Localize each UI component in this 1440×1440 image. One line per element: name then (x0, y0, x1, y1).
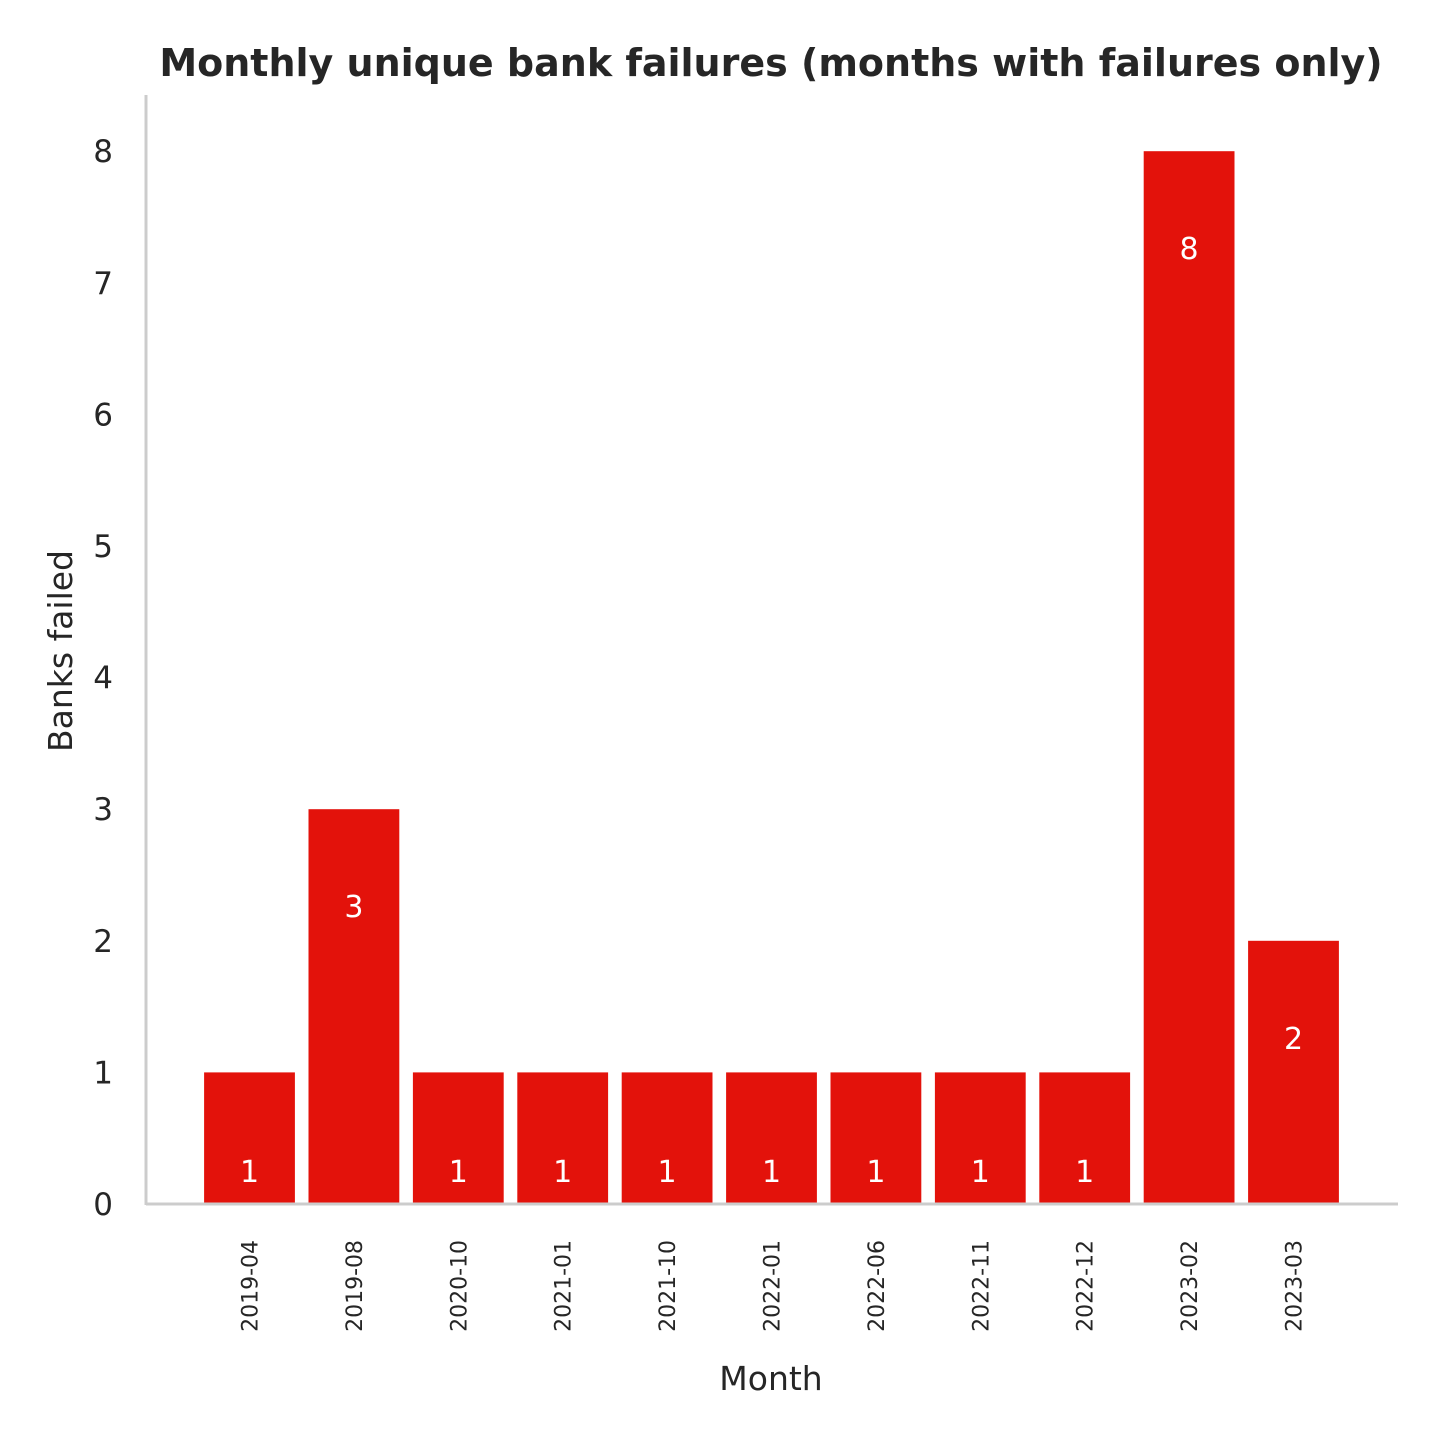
x-tick-label-2019-04: 2019-04 (239, 1240, 264, 1332)
bar-2022-12 (1039, 1072, 1131, 1204)
bar-2019-04 (204, 1072, 295, 1204)
bars-layer (204, 151, 1339, 1205)
bar-value-label-2022-11: 1 (971, 1155, 990, 1190)
bar-2022-01 (726, 1072, 817, 1204)
y-axis-ticks: 0 1 2 3 4 5 6 7 8 (93, 134, 113, 1223)
x-tick-label-2023-02: 2023-02 (1178, 1240, 1203, 1332)
y-tick-label-6: 6 (93, 397, 113, 433)
bar-2021-01 (517, 1072, 609, 1204)
y-tick-label-4: 4 (93, 661, 113, 697)
x-axis-ticks: 2019-04 2019-08 2020-10 2021-01 2021-10 2022-… (239, 1240, 1308, 1332)
x-tick-label-2022-12: 2022-12 (1074, 1240, 1099, 1332)
x-tick-label-2020-10: 2020-10 (447, 1240, 472, 1332)
y-tick-label-2: 2 (93, 924, 113, 960)
y-tick-label-1: 1 (93, 1055, 113, 1091)
x-tick-label-2022-11: 2022-11 (969, 1240, 994, 1332)
x-tick-label-2023-03: 2023-03 (1283, 1240, 1308, 1332)
x-tick-label-2021-10: 2021-10 (656, 1240, 681, 1332)
bar-value-label-2022-06: 1 (866, 1155, 885, 1190)
x-tick-label-2022-01: 2022-01 (761, 1240, 786, 1332)
bar-2019-08 (308, 809, 400, 1204)
x-tick-label-2022-06: 2022-06 (865, 1240, 890, 1332)
y-tick-label-8: 8 (93, 134, 113, 170)
bar-value-label-2021-10: 1 (658, 1155, 677, 1190)
bar-2022-11 (934, 1072, 1026, 1204)
bar-value-label-2022-12: 1 (1075, 1155, 1094, 1190)
y-tick-label-5: 5 (93, 529, 113, 565)
bar-2022-06 (830, 1072, 922, 1204)
bar-value-label-2021-01: 1 (553, 1155, 572, 1190)
bar-value-label-2019-04: 1 (240, 1155, 259, 1190)
bar-value-label-2020-10: 1 (449, 1155, 468, 1190)
bar-value-label-2022-01: 1 (762, 1155, 781, 1190)
bar-value-label-2023-02: 8 (1180, 232, 1199, 267)
y-tick-label-3: 3 (93, 792, 113, 828)
chart-title: Monthly unique bank failures (months wit… (159, 41, 1382, 85)
y-tick-label-0: 0 (93, 1187, 113, 1223)
y-axis-label: Banks failed (41, 550, 80, 752)
bar-2020-10 (412, 1072, 504, 1204)
bar-2023-02 (1143, 151, 1235, 1205)
bar-2023-03 (1248, 940, 1339, 1204)
x-tick-label-2019-08: 2019-08 (343, 1240, 368, 1332)
bar-2021-10 (621, 1072, 713, 1204)
x-tick-label-2021-01: 2021-01 (552, 1240, 577, 1332)
x-axis-label: Month (719, 1359, 822, 1398)
bar-labels-layer: 1 3 1 1 1 1 1 1 1 8 2 (240, 232, 1303, 1190)
bar-value-label-2019-08: 3 (344, 890, 363, 925)
y-tick-label-7: 7 (93, 266, 113, 302)
bar-value-label-2023-03: 2 (1284, 1022, 1303, 1057)
